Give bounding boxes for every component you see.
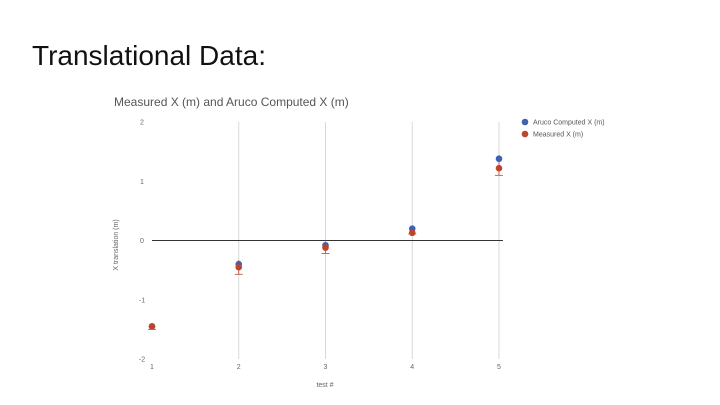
point-measured	[495, 164, 503, 172]
y-tick-label: -1	[139, 297, 145, 304]
x-tick-label: 5	[497, 364, 501, 371]
legend-marker	[521, 118, 529, 126]
legend-marker	[521, 130, 529, 138]
x-tick-label: 3	[324, 364, 328, 371]
y-tick-label: 2	[140, 120, 144, 127]
y-tick-label: -2	[139, 357, 145, 364]
x-tick-label: 1	[150, 364, 154, 371]
y-axis-label: X translation (m)	[113, 219, 120, 270]
point-measured	[322, 244, 329, 251]
slide-title: Translational Data:	[32, 40, 266, 71]
point-measured	[235, 263, 243, 271]
data-points	[148, 155, 503, 330]
y-tick-label: 1	[140, 179, 144, 186]
point-measured	[148, 323, 156, 330]
y-tick-label: 0	[140, 238, 144, 245]
legend: Aruco Computed X (m) Measured X (m)	[521, 118, 605, 139]
x-axis-label: test #	[316, 382, 333, 389]
x-tick-label: 4	[410, 364, 414, 371]
tick-labels: 1 2 3 4 5 2 1 0 -1 -2	[139, 120, 501, 372]
legend-label: Aruco Computed X (m)	[533, 120, 605, 127]
x-tick-label: 2	[237, 364, 241, 371]
point-aruco	[495, 155, 503, 163]
legend-label: Measured X (m)	[533, 132, 583, 139]
chart-title: Measured X (m) and Aruco Computed X (m)	[114, 95, 349, 109]
point-measured	[408, 229, 416, 237]
